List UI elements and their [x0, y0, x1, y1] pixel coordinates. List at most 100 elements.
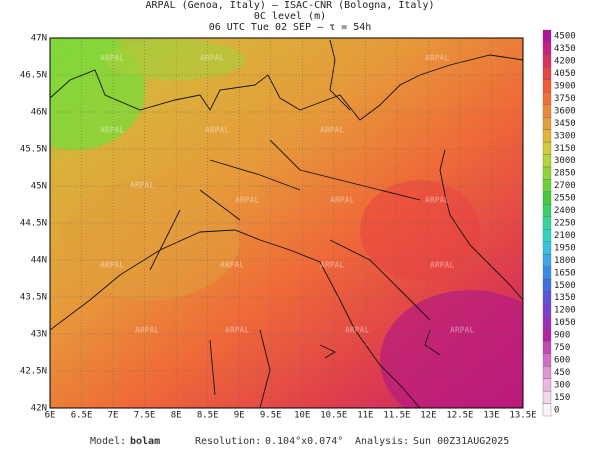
footer-value: Sun 00Z31AUG2025: [413, 436, 509, 447]
colorbar-swatch: [542, 328, 552, 342]
lat-label: 45N: [31, 182, 47, 192]
lat-label: 43N: [31, 330, 47, 340]
colorbar-label: 750: [554, 343, 570, 353]
colorbar-label: 2400: [554, 206, 576, 216]
colorbar-swatch: [542, 166, 552, 180]
colorbar-swatch: [542, 79, 552, 93]
watermark: ARPAL: [345, 326, 369, 335]
lon-label: 11.5E: [383, 411, 410, 421]
lon-label: 13.5E: [509, 411, 536, 421]
colorbar-label: 1050: [554, 318, 576, 328]
colorbar-swatch: [542, 353, 552, 367]
colorbar-label: 1800: [554, 256, 576, 266]
lat-label: 46.5N: [20, 71, 47, 81]
colorbar-swatch: [542, 341, 552, 354]
colorbar-swatch: [542, 216, 552, 230]
colorbar-label: 1950: [554, 243, 576, 253]
colorbar-label: 3450: [554, 119, 576, 129]
colorbar-swatch: [542, 129, 552, 143]
footer-label: Analysis:: [355, 436, 409, 447]
colorbar-swatch: [542, 29, 552, 43]
lat-label: 44N: [31, 256, 47, 266]
watermark: ARPAL: [100, 261, 124, 270]
lat-label: 45.5N: [20, 145, 47, 155]
colorbar-label: 3000: [554, 156, 576, 166]
lon-label: 10.5E: [320, 411, 347, 421]
footer-value: bolam: [130, 436, 160, 447]
watermark: ARPAL: [225, 326, 249, 335]
colorbar-swatch: [542, 241, 552, 255]
colorbar-swatch: [542, 104, 552, 118]
watermark: ARPAL: [100, 54, 124, 63]
colorbar-swatch: [542, 229, 552, 242]
colorbar-swatch: [542, 266, 552, 280]
colorbar-label: 4200: [554, 57, 576, 67]
colorbar-swatch: [542, 117, 552, 130]
watermark: ARPAL: [425, 54, 449, 63]
watermark: ARPAL: [200, 54, 224, 63]
colorbar-label: 3600: [554, 106, 576, 116]
map-field: ARPAL ARPAL ARPAL ARPAL ARPAL ARPAL ARPAL ARPAL…: [50, 38, 523, 408]
colorbar-swatch: [542, 366, 552, 379]
colorbar-swatch: [542, 403, 552, 417]
colorbar-label: 4350: [554, 44, 576, 54]
lon-label: 8E: [171, 411, 182, 421]
footer-value: 0.104°x0.074°: [265, 436, 343, 447]
lon-label: 8.5E: [197, 411, 219, 421]
colorbar-swatch: [542, 54, 552, 68]
watermark: ARPAL: [330, 196, 354, 205]
lat-label: 42.5N: [20, 367, 47, 377]
colorbar-label: 450: [554, 368, 570, 378]
colorbar-swatch: [542, 179, 552, 193]
lat-label: 47N: [31, 34, 47, 44]
colorbar-swatch: [542, 141, 552, 155]
lon-label: 13E: [483, 411, 499, 421]
watermark: ARPAL: [135, 326, 159, 335]
lat-label: 43.5N: [20, 293, 47, 303]
header-line: 0C level (m): [254, 11, 326, 22]
colorbar-swatch: [542, 154, 552, 168]
colorbar-label: 3300: [554, 131, 576, 141]
watermark: ARPAL: [235, 196, 259, 205]
watermark: ARPAL: [130, 181, 154, 190]
lon-label: 10E: [294, 411, 310, 421]
colorbar-swatch: [542, 67, 552, 80]
watermark: ARPAL: [320, 126, 344, 135]
lon-label: 6E: [45, 411, 56, 421]
colorbar-label: 0: [554, 405, 559, 415]
colorbar-swatch: [542, 390, 552, 404]
colorbar-label: 900: [554, 331, 570, 341]
colorbar-label: 150: [554, 393, 570, 403]
colorbar-label: 3150: [554, 144, 576, 154]
colorbar-label: 2550: [554, 194, 576, 204]
colorbar-swatch: [542, 42, 552, 56]
footer-label: Model:: [90, 436, 126, 447]
map-frame: [49, 37, 524, 409]
lon-label: 7.5E: [134, 411, 156, 421]
watermark: ARPAL: [430, 261, 454, 270]
lon-label: 12E: [420, 411, 436, 421]
watermark: ARPAL: [320, 261, 344, 270]
colorbar-label: 4050: [554, 69, 576, 79]
lon-label: 6.5E: [71, 411, 93, 421]
colorbar-swatch: [542, 92, 552, 105]
lon-label: 9.5E: [260, 411, 282, 421]
lat-label: 42N: [31, 404, 47, 414]
watermark: ARPAL: [220, 261, 244, 270]
colorbar-label: 1350: [554, 293, 576, 303]
watermark: ARPAL: [100, 126, 124, 135]
colorbar-label: 2700: [554, 181, 576, 191]
watermark: ARPAL: [205, 126, 229, 135]
colorbar-label: 1650: [554, 268, 576, 278]
colorbar-swatch: [542, 303, 552, 317]
colorbar-label: 300: [554, 380, 570, 390]
lat-label: 46N: [31, 108, 47, 118]
footer-label: Resolution:: [195, 436, 261, 447]
colorbar-label: 600: [554, 355, 570, 365]
colorbar-label: 1200: [554, 306, 576, 316]
colorbar-swatch: [542, 316, 552, 329]
colorbar-swatch: [542, 253, 552, 267]
lon-label: 9E: [234, 411, 245, 421]
header-line: ARPAL (Genoa, Italy) – ISAC-CNR (Bologna…: [146, 0, 435, 11]
